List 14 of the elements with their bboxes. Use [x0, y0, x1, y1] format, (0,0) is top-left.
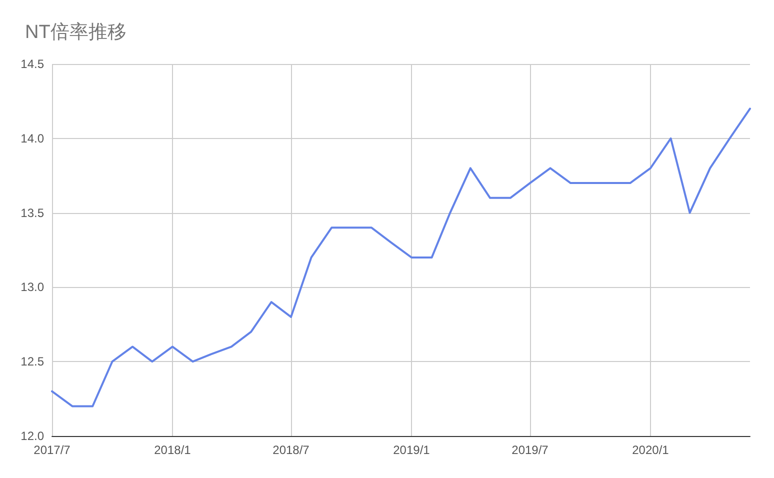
x-tick-label: 2020/1	[632, 443, 670, 457]
chart-title: NT倍率推移	[25, 21, 126, 43]
x-tick-label: 2019/1	[393, 443, 430, 457]
y-tick-label: 12.0	[20, 429, 44, 443]
y-tick-label: 13.0	[20, 280, 44, 294]
x-tick-label: 2018/7	[272, 443, 310, 457]
line-series	[51, 108, 751, 408]
x-tick-label: 2017/7	[34, 443, 71, 457]
y-tick-label: 13.5	[20, 206, 44, 220]
y-tick-label: 14.5	[20, 57, 44, 71]
x-tick-label: 2018/1	[154, 443, 192, 457]
y-tick-label: 12.5	[20, 354, 44, 369]
y-tick-label: 14.0	[20, 131, 44, 146]
x-tick-label: 2019/7	[512, 443, 549, 457]
